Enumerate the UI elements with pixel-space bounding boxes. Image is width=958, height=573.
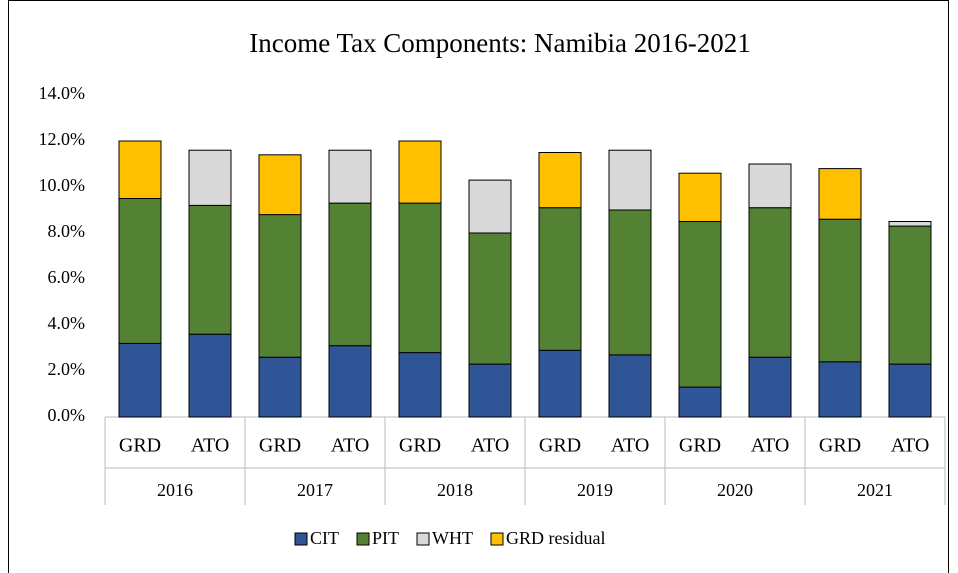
bar-segment xyxy=(888,225,932,365)
bar-segment xyxy=(678,172,722,222)
y-tick-label: 12.0% xyxy=(39,129,86,149)
y-tick-label: 0.0% xyxy=(48,405,86,425)
bar-segment xyxy=(818,218,862,363)
bar-segment xyxy=(538,207,582,351)
bar-segment xyxy=(258,214,302,358)
bar-segment xyxy=(818,361,862,418)
bar-segment xyxy=(258,356,302,418)
legend-label: PIT xyxy=(372,528,399,548)
group-label: 2016 xyxy=(157,480,193,500)
bar-segment xyxy=(118,198,162,344)
bar-segment xyxy=(118,140,162,199)
x-tick-label: GRD xyxy=(539,435,581,457)
x-tick-label: GRD xyxy=(819,435,861,457)
bar-segment xyxy=(328,149,372,204)
y-tick-label: 2.0% xyxy=(48,359,86,379)
bar-segment xyxy=(468,232,512,365)
bar-segment xyxy=(398,202,442,354)
legend-label: WHT xyxy=(432,528,473,548)
legend-marker xyxy=(294,532,308,546)
bar-segment xyxy=(608,149,652,211)
bar-segment xyxy=(398,352,442,418)
bar-segment xyxy=(328,345,372,418)
bar-segment xyxy=(328,202,372,347)
bar-segment xyxy=(538,152,582,209)
bar-segment xyxy=(468,179,512,234)
bar-segment xyxy=(608,354,652,418)
bar-segment xyxy=(678,386,722,418)
group-label: 2018 xyxy=(437,480,473,500)
bar-segment xyxy=(748,207,792,358)
legend-marker xyxy=(356,532,370,546)
y-tick-label: 14.0% xyxy=(39,83,86,103)
legend-label: GRD residual xyxy=(506,528,605,548)
group-label: 2017 xyxy=(297,480,333,500)
bar-segment xyxy=(748,163,792,209)
bar-segment xyxy=(188,333,232,418)
bar-segment xyxy=(888,363,932,418)
group-label: 2021 xyxy=(857,480,893,500)
y-tick-label: 10.0% xyxy=(39,175,86,195)
x-tick-label: GRD xyxy=(259,435,301,457)
x-tick-label: ATO xyxy=(611,435,650,457)
bar-segment xyxy=(188,149,232,206)
bar-segment xyxy=(398,140,442,204)
legend-marker xyxy=(416,532,430,546)
bar-segment xyxy=(538,349,582,418)
x-tick-label: ATO xyxy=(891,435,930,457)
bar-segment xyxy=(888,221,932,227)
group-label: 2019 xyxy=(577,480,613,500)
legend-marker xyxy=(490,532,504,546)
y-tick-label: 6.0% xyxy=(48,267,86,287)
x-tick-label: ATO xyxy=(331,435,370,457)
chart-title: Income Tax Components: Namibia 2016-2021 xyxy=(249,28,751,58)
bar-segment xyxy=(748,356,792,418)
chart-border xyxy=(8,0,949,573)
group-label: 2020 xyxy=(717,480,753,500)
bar-segment xyxy=(118,342,162,418)
legend-label: CIT xyxy=(310,528,339,548)
bar-segment xyxy=(608,209,652,356)
bar-segment xyxy=(818,168,862,220)
bar-segment xyxy=(468,363,512,418)
x-tick-label: ATO xyxy=(751,435,790,457)
x-tick-label: ATO xyxy=(191,435,230,457)
y-tick-label: 4.0% xyxy=(48,313,86,333)
bar-segment xyxy=(258,154,302,216)
x-tick-label: GRD xyxy=(399,435,441,457)
bar-segment xyxy=(678,221,722,388)
x-tick-label: GRD xyxy=(119,435,161,457)
x-tick-label: ATO xyxy=(471,435,510,457)
y-tick-label: 8.0% xyxy=(48,221,86,241)
x-tick-label: GRD xyxy=(679,435,721,457)
bar-segment xyxy=(188,204,232,335)
